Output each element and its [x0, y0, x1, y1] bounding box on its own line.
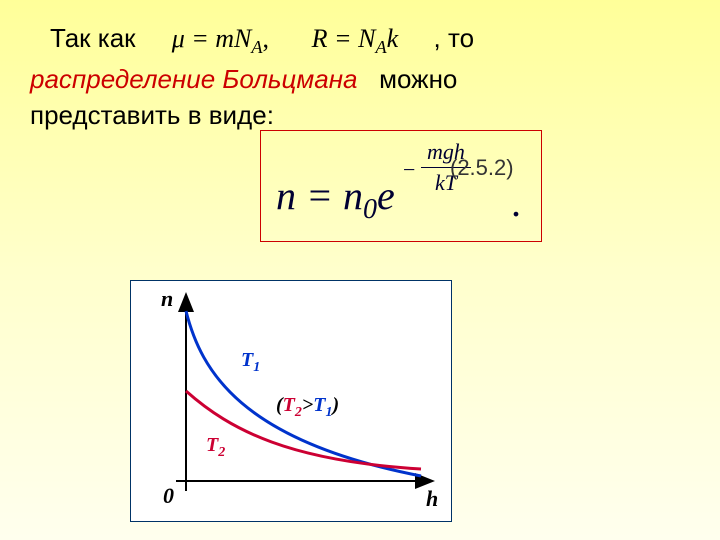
y-axis-label: n: [161, 286, 173, 311]
text-so-as: Так как: [50, 23, 136, 53]
text-represent: представить в виде:: [30, 100, 274, 130]
t1-curve-label: T1: [241, 349, 260, 375]
origin-label: 0: [163, 483, 174, 508]
formula-mu: μ = mNA,: [172, 24, 276, 53]
intro-text: Так как μ = mNA, R = NAk , то распределе…: [30, 20, 690, 133]
minus-sign: −: [403, 157, 415, 183]
formula-R: R = NAk: [312, 24, 405, 53]
formula-period: .: [511, 179, 521, 226]
distribution-chart: n h 0 T1 T2 (T2>T1): [130, 280, 452, 522]
chart-svg: n h 0 T1 T2 (T2>T1): [131, 281, 451, 521]
text-then: , то: [434, 23, 475, 53]
boltzmann-term: распределение Больцмана: [30, 64, 357, 94]
condition-label: (T2>T1): [276, 394, 339, 420]
t2-curve-label: T2: [206, 434, 225, 460]
formula-main: n = n0e: [276, 172, 395, 226]
equation-number: (2.5.2): [450, 155, 514, 181]
text-can: можно: [379, 64, 457, 94]
boltzmann-formula-box: n = n0e − mgh kT .: [260, 130, 542, 242]
x-axis-label: h: [426, 486, 438, 511]
